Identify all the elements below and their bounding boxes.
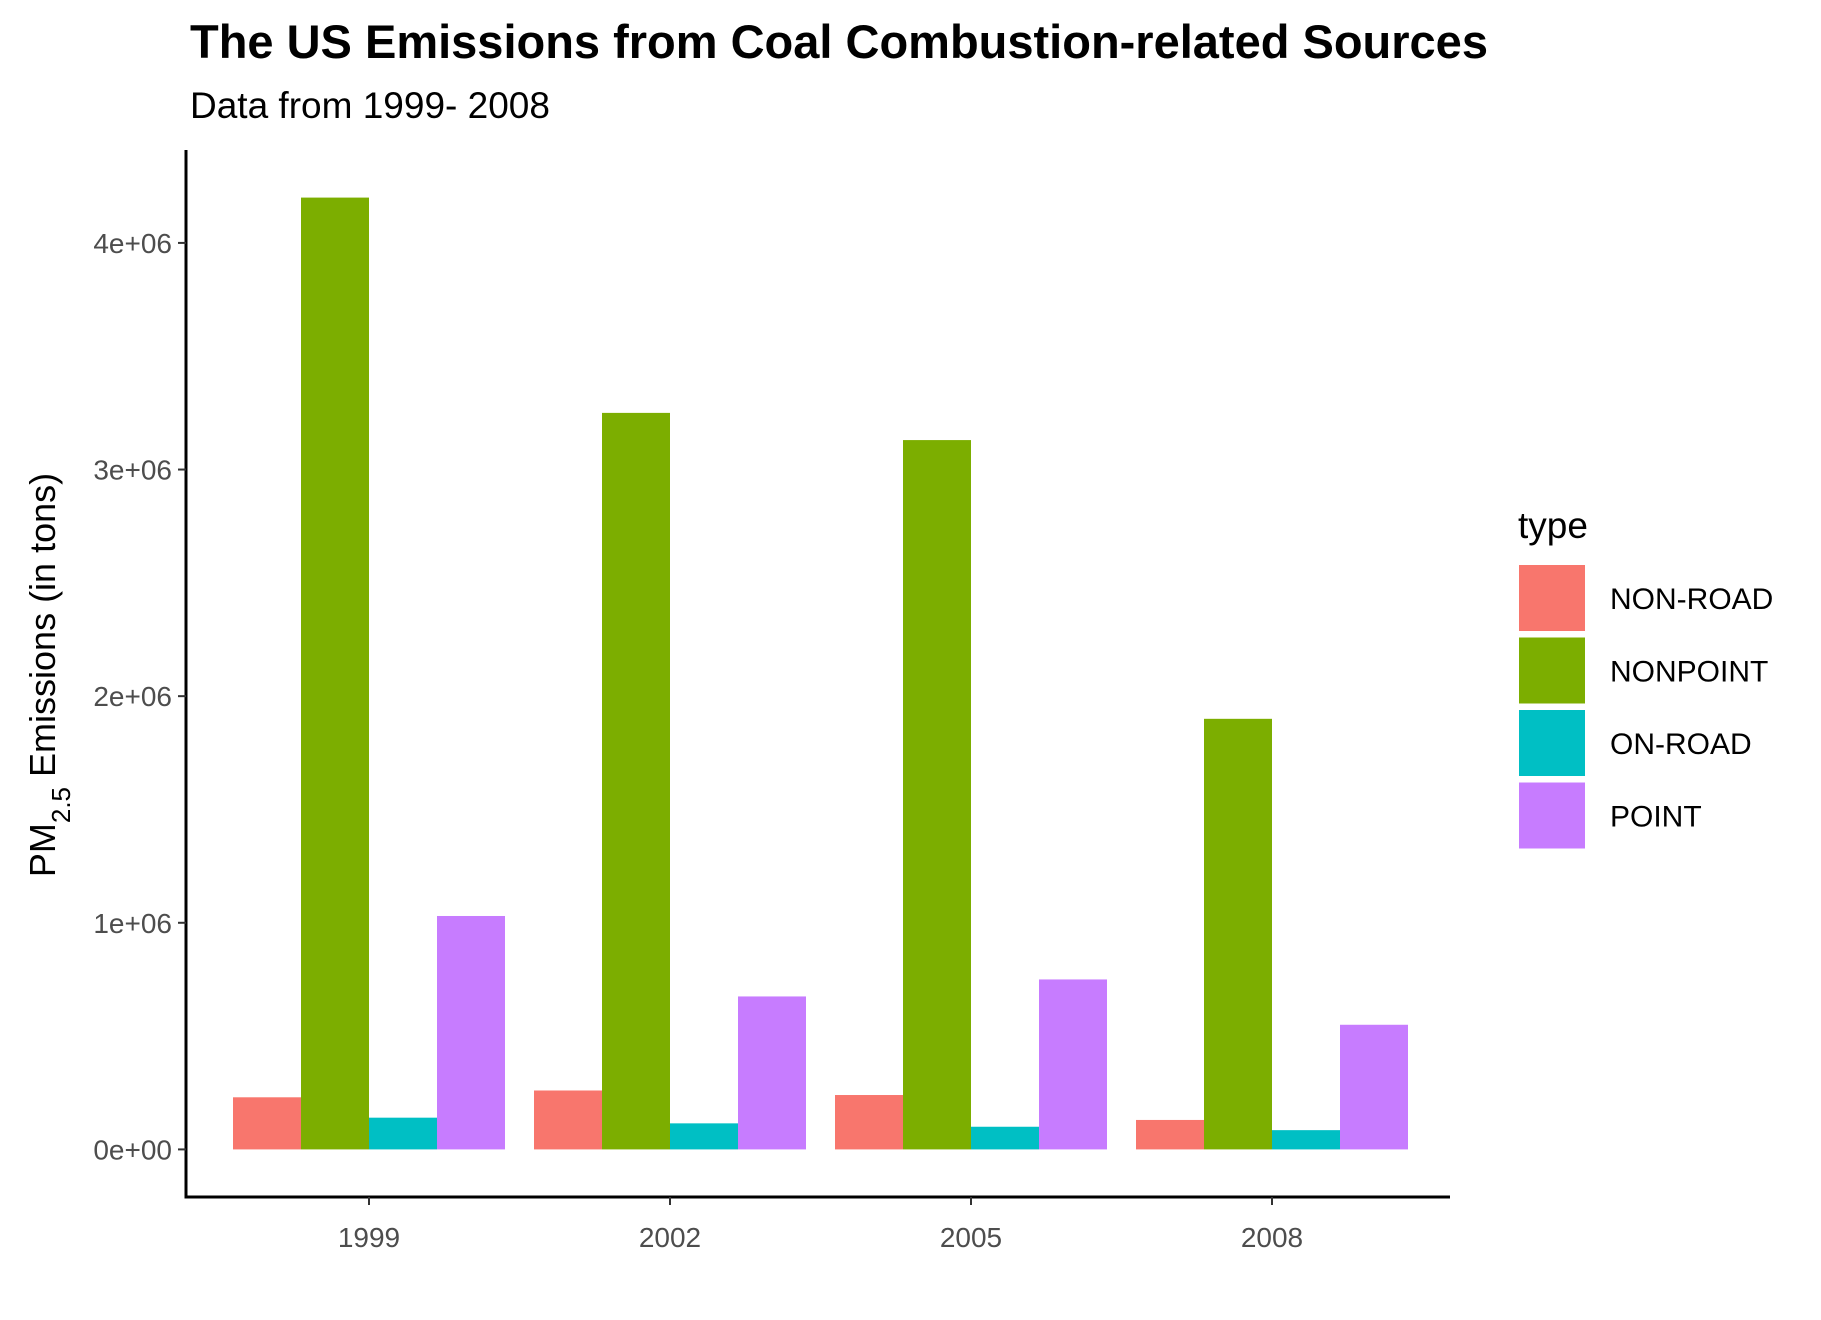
legend-key-on-road — [1519, 710, 1585, 776]
bar-non-road-2008 — [1136, 1119, 1204, 1150]
bar-non-road-2002 — [534, 1090, 602, 1150]
legend-label-non-road: NON-ROAD — [1610, 583, 1773, 616]
y-axis-title-suffix: Emissions (in tons) — [22, 473, 63, 787]
bar-point-1999 — [437, 915, 505, 1150]
bar-non-road-1999 — [233, 1097, 301, 1150]
legend-key-non-road — [1519, 565, 1585, 631]
x-tick-label: 1999 — [338, 1222, 400, 1253]
legend-key-point — [1519, 782, 1585, 849]
x-tick-label: 2008 — [1241, 1222, 1303, 1253]
legend-label-on-road: ON-ROAD — [1610, 728, 1752, 761]
y-axis-title-subscript: 2.5 — [46, 787, 76, 823]
bar-point-2002 — [738, 996, 806, 1150]
chart-title: The US Emissions from Coal Combustion-re… — [190, 15, 1488, 68]
bar-nonpoint-2005 — [903, 440, 971, 1150]
legend-title: type — [1518, 505, 1588, 546]
legend-label-point: POINT — [1610, 801, 1702, 834]
bar-on-road-2002 — [670, 1123, 738, 1150]
bar-on-road-1999 — [369, 1117, 437, 1150]
axes-group: 0e+00 1e+06 2e+06 3e+06 4e+06 1999 2002 2005 200… — [93, 150, 1450, 1253]
y-tick-label: 0e+00 — [93, 1134, 172, 1165]
y-tick-label: 2e+06 — [93, 681, 172, 712]
bar-nonpoint-1999 — [301, 197, 369, 1150]
bar-nonpoint-2002 — [602, 412, 670, 1150]
bars-group — [233, 197, 1408, 1150]
x-tick-label: 2002 — [639, 1222, 701, 1253]
bar-nonpoint-2008 — [1204, 718, 1272, 1150]
legend-key-nonpoint — [1519, 637, 1585, 704]
x-tick-label: 2005 — [940, 1222, 1002, 1253]
bar-on-road-2005 — [971, 1126, 1039, 1150]
chart-subtitle: Data from 1999- 2008 — [190, 85, 550, 126]
legend-label-nonpoint: NONPOINT — [1610, 656, 1768, 689]
y-tick-label: 3e+06 — [93, 455, 172, 486]
y-tick-label: 4e+06 — [93, 228, 172, 259]
legend: type NON-ROAD NONPOINT ON-ROAD POINT — [1518, 505, 1773, 849]
y-axis-title: PM2.5 Emissions (in tons) — [22, 473, 76, 877]
bar-non-road-2005 — [835, 1095, 903, 1150]
y-axis-title-prefix: PM — [22, 823, 63, 877]
bar-point-2005 — [1039, 979, 1107, 1150]
bar-on-road-2008 — [1272, 1130, 1340, 1150]
bar-point-2008 — [1340, 1024, 1408, 1150]
y-tick-label: 1e+06 — [93, 908, 172, 939]
